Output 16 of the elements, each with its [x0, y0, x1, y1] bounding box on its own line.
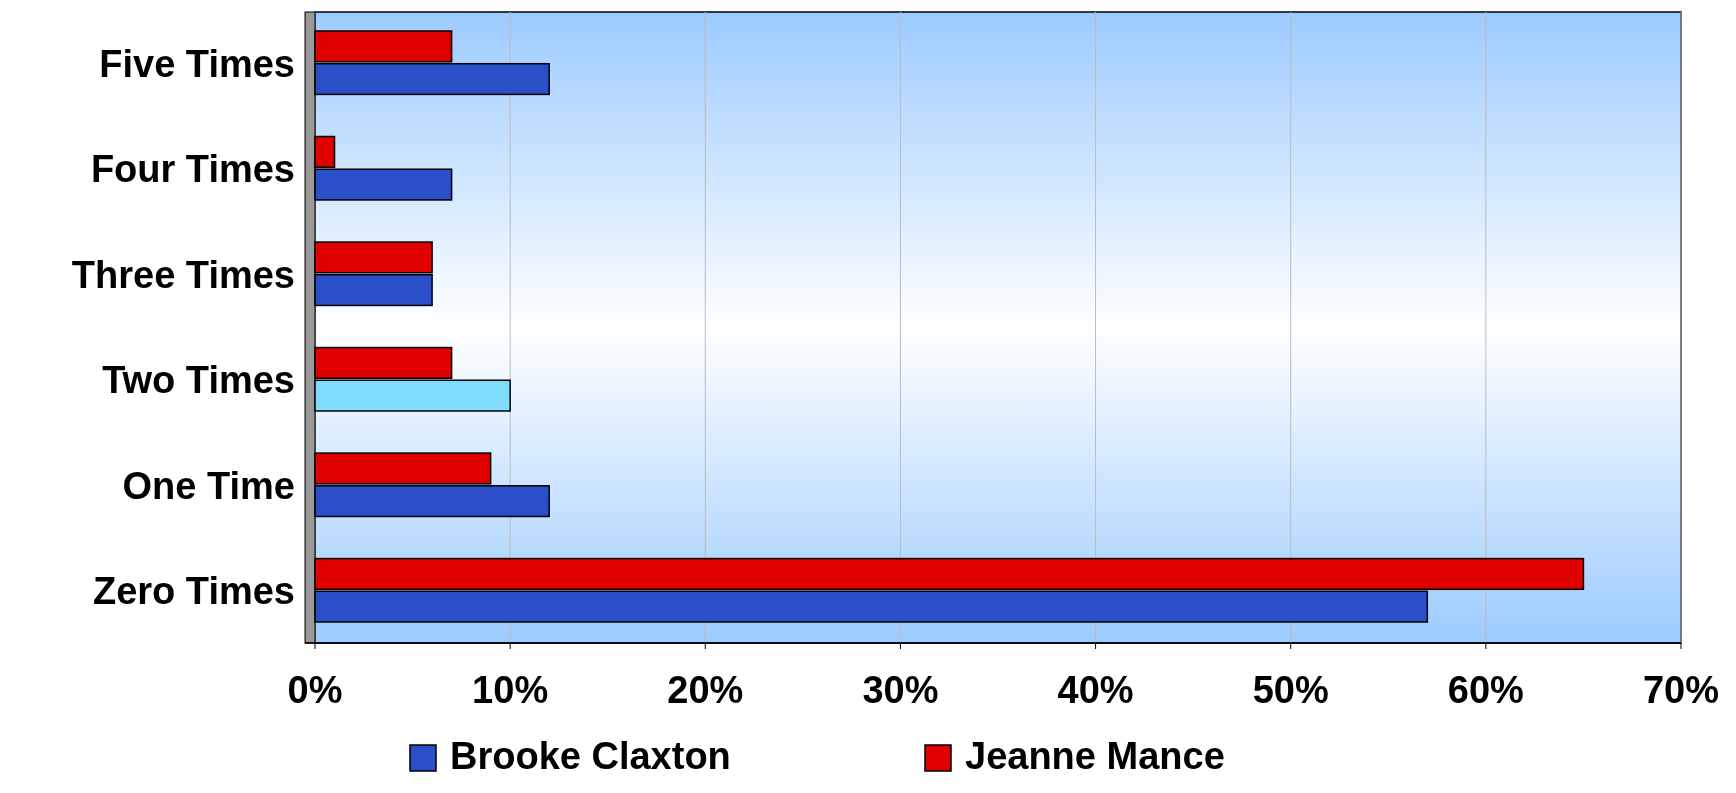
- legend-label: Brooke Claxton: [450, 735, 731, 777]
- x-tick-label: 10%: [472, 669, 549, 711]
- y-tick-label: Four Times: [90, 148, 295, 191]
- legend-label: Jeanne Mance: [965, 735, 1225, 777]
- x-tick-label: 0%: [287, 669, 343, 711]
- x-tick-label: 30%: [862, 669, 939, 711]
- x-tick-label: 60%: [1447, 669, 1524, 711]
- y-tick-label: One Time: [122, 464, 295, 507]
- x-tick-label: 40%: [1057, 669, 1134, 711]
- x-tick-label: 20%: [667, 669, 744, 711]
- y-tick-label: Five Times: [99, 42, 295, 85]
- y-tick-label: Three Times: [71, 253, 295, 296]
- y-tick-label: Two Times: [102, 359, 295, 402]
- y-tick-label: Zero Times: [92, 570, 295, 613]
- x-tick-label: 70%: [1642, 669, 1720, 711]
- x-tick-label: 50%: [1252, 669, 1329, 711]
